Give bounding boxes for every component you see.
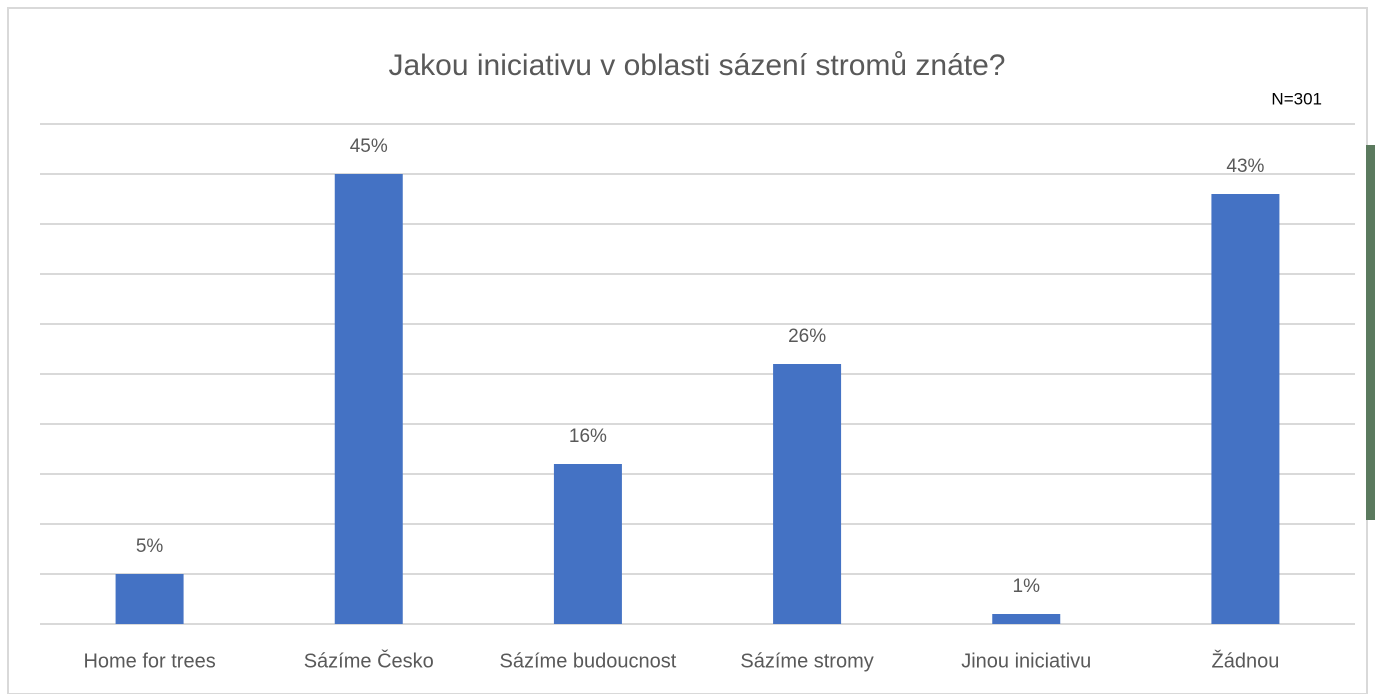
data-label: 43% bbox=[1226, 156, 1264, 177]
data-label: 5% bbox=[136, 536, 164, 557]
bar bbox=[334, 174, 403, 624]
chart-title: Jakou iniciativu v oblasti sázení stromů… bbox=[389, 49, 1006, 82]
bar bbox=[992, 614, 1061, 624]
data-label: 16% bbox=[569, 426, 607, 447]
bar bbox=[115, 574, 184, 624]
x-tick-label: Sázíme stromy bbox=[740, 650, 873, 672]
x-tick-label: Sázíme budoucnost bbox=[500, 650, 677, 672]
bar bbox=[553, 464, 622, 624]
x-tick-label: Jinou iniciativu bbox=[961, 650, 1091, 672]
data-label: 26% bbox=[788, 326, 826, 347]
bar bbox=[773, 364, 842, 624]
data-label: 45% bbox=[350, 136, 388, 157]
annotation: N=301 bbox=[1271, 89, 1322, 108]
x-tick-label: Žádnou bbox=[1211, 649, 1279, 672]
x-tick-label: Sázíme Česko bbox=[304, 649, 434, 672]
bar bbox=[1211, 194, 1280, 624]
chart-frame bbox=[7, 7, 1368, 694]
x-tick-label: Home for trees bbox=[83, 650, 215, 672]
data-label: 1% bbox=[1013, 576, 1041, 597]
side-strip bbox=[1366, 145, 1375, 520]
